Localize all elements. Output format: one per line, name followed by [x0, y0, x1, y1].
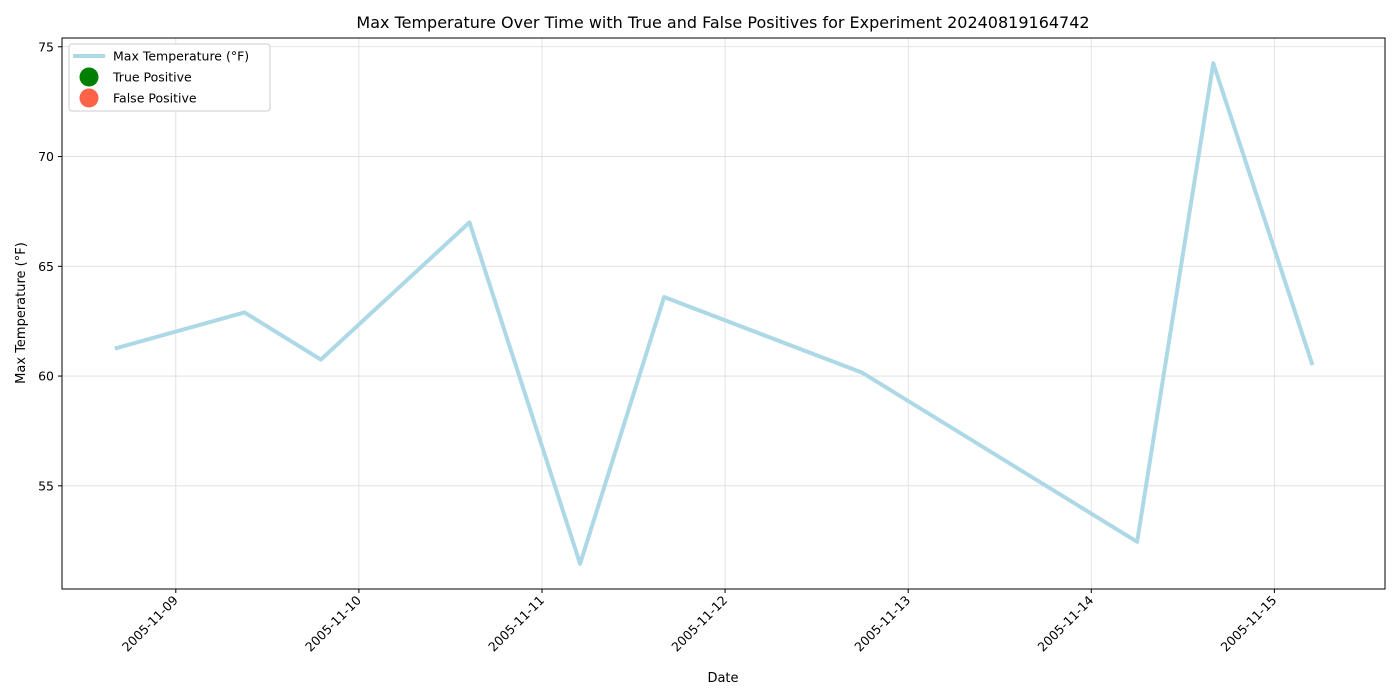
legend-marker-swatch — [79, 67, 99, 87]
x-tick-label: 2005-11-14 — [1034, 592, 1096, 654]
series-layer — [114, 61, 1315, 566]
x-tick-label: 2005-11-13 — [851, 593, 913, 655]
chart-title: Max Temperature Over Time with True and … — [356, 13, 1089, 32]
x-axis: 2005-11-09 2005-11-10 2005-11-11 2005-11-12… — [119, 589, 1280, 654]
x-tick-label: 2005-11-11 — [485, 593, 547, 655]
legend-label: False Positive — [113, 91, 197, 106]
grid-layer — [62, 38, 1385, 589]
x-tick-label: 2005-11-09 — [119, 592, 181, 654]
legend-box — [68, 43, 271, 112]
y-axis-label: Max Temperature (°F) — [14, 242, 29, 384]
y-tick-label: 55 — [38, 478, 54, 493]
plot-frame — [61, 37, 1386, 590]
x-tick-label: 2005-11-15 — [1218, 593, 1280, 655]
x-tick-label: 2005-11-12 — [668, 593, 730, 655]
x-axis-label: Date — [707, 671, 738, 686]
y-tick-label: 65 — [38, 259, 54, 274]
y-tick-label: 70 — [38, 149, 54, 164]
legend-label: True Positive — [112, 70, 192, 85]
x-tick-label: 2005-11-10 — [302, 592, 364, 654]
series-line-0 — [114, 61, 1315, 566]
y-tick-label: 75 — [38, 39, 54, 54]
legend-marker-swatch — [79, 88, 99, 108]
legend: Max Temperature (°F) True Positive False P… — [68, 43, 271, 112]
y-tick-label: 60 — [38, 369, 54, 384]
legend-label: Max Temperature (°F) — [113, 49, 249, 64]
y-axis: 55 60 65 70 75 — [38, 39, 62, 493]
